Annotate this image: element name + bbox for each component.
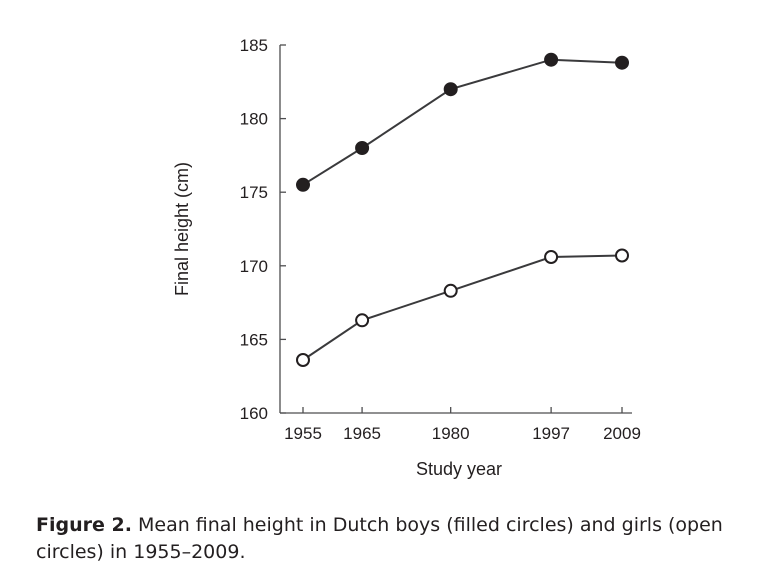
x-tick-label: 1965 <box>343 424 381 443</box>
caption-label: Figure 2. <box>36 514 132 536</box>
y-tick-label: 165 <box>240 330 268 349</box>
data-point-boys <box>544 52 559 67</box>
data-point-boys <box>355 141 370 155</box>
data-point-girls <box>443 283 458 298</box>
y-tick-label: 160 <box>240 404 268 423</box>
series-layer <box>296 52 629 367</box>
x-axis-ticks: 1955 1965 1980 1997 2009 <box>284 407 641 443</box>
x-axis-title: Study year <box>416 459 502 479</box>
y-tick-label: 180 <box>240 110 268 129</box>
x-tick-label: 1980 <box>432 424 470 443</box>
data-point-girls <box>296 353 310 367</box>
data-point-boys <box>443 82 458 97</box>
series-line-boys <box>302 58 623 186</box>
data-point-girls <box>615 248 629 263</box>
y-axis-ticks: 160 165 170 175 180 185 <box>240 36 286 423</box>
y-tick-label: 175 <box>240 183 268 202</box>
axes <box>279 45 632 414</box>
series-line-girls <box>302 254 623 361</box>
x-tick-label: 1997 <box>532 424 570 443</box>
figure-caption: Figure 2. Mean final height in Dutch boy… <box>36 512 766 566</box>
data-point-boys <box>296 177 310 192</box>
data-point-girls <box>544 250 559 264</box>
data-point-girls <box>355 313 370 328</box>
y-tick-label: 185 <box>240 36 268 55</box>
y-axis-title: Final height (cm) <box>172 162 192 296</box>
x-tick-label: 2009 <box>603 424 641 443</box>
data-point-boys <box>615 55 629 70</box>
y-tick-label: 170 <box>240 257 268 276</box>
caption-text: Mean final height in Dutch boys (filled … <box>36 514 723 563</box>
x-tick-label: 1955 <box>284 424 322 443</box>
